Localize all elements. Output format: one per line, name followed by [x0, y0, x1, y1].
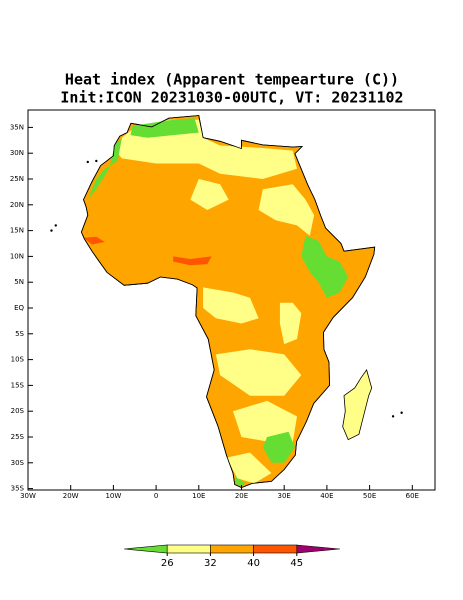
lon-tick-label: 40E [320, 492, 333, 500]
colorbar-segment [166, 544, 211, 554]
heat-region [215, 349, 302, 396]
map-frame [27, 109, 436, 491]
lat-tick-label: 10S [11, 356, 25, 364]
lat-tick-label: 10N [10, 252, 24, 260]
heat-region [233, 400, 297, 443]
lat-tick-label: 5S [15, 330, 24, 338]
lon-tick-label: 50E [363, 492, 376, 500]
heat-region [226, 452, 272, 484]
colorbar-segment [210, 544, 254, 554]
colorbar-label: 45 [290, 558, 303, 569]
colorbar-end [296, 544, 341, 554]
title: Heat index (Apparent tempearture (C)) [65, 71, 399, 89]
heat-region [190, 179, 229, 210]
lon-tick-label: 10W [105, 492, 121, 500]
lat-tick-label: 35N [10, 123, 24, 131]
lon-tick-label: 30W [20, 492, 36, 500]
lat-tick-label: 30N [10, 149, 24, 157]
lat-tick-label: 30S [11, 459, 25, 467]
land-outline [80, 115, 376, 489]
colorbar-label: 32 [204, 558, 217, 569]
lat-tick-label: 5N [14, 278, 24, 286]
heat-region [130, 118, 199, 138]
lat-tick-label: 20N [10, 201, 24, 209]
lat-tick-label: EQ [14, 304, 24, 312]
lon-tick-label: 20E [235, 492, 248, 500]
colorbar-label: 40 [247, 558, 260, 569]
colorbar: 26 32 40 45 [123, 544, 341, 569]
lat-tick-label: 25S [11, 433, 25, 441]
heat-region [301, 235, 349, 298]
lon-tick-label: 30E [278, 492, 291, 500]
lon-tick-label: 20W [63, 492, 79, 500]
island [54, 224, 57, 227]
lon-tick-label: 0 [154, 492, 158, 500]
heat-region [279, 302, 302, 345]
land-madagascar [342, 368, 373, 441]
heat-region [262, 431, 295, 463]
subtitle: Init:ICON 20231030-00UTC, VT: 20231102 [60, 89, 403, 107]
colorbar-end [123, 544, 168, 554]
island [86, 160, 89, 164]
lat-tick-label: 20S [11, 407, 25, 415]
heat-region [173, 256, 212, 266]
lat-tick-label: 15S [11, 381, 25, 389]
island [50, 229, 53, 232]
colorbar-segment [253, 544, 298, 554]
heat-region [203, 287, 259, 324]
island [391, 415, 395, 418]
lon-tick-label: 60E [406, 492, 419, 500]
heat-region [258, 184, 315, 236]
island [95, 159, 98, 163]
heat-region [83, 236, 105, 245]
lat-tick-label: 25N [10, 175, 24, 183]
lat-tick-label: 15N [10, 227, 24, 235]
island [400, 411, 403, 414]
colorbar-label: 26 [161, 558, 174, 569]
lon-tick-label: 10E [192, 492, 205, 500]
lat-tick-label: 35S [11, 485, 25, 493]
map [50, 115, 403, 489]
